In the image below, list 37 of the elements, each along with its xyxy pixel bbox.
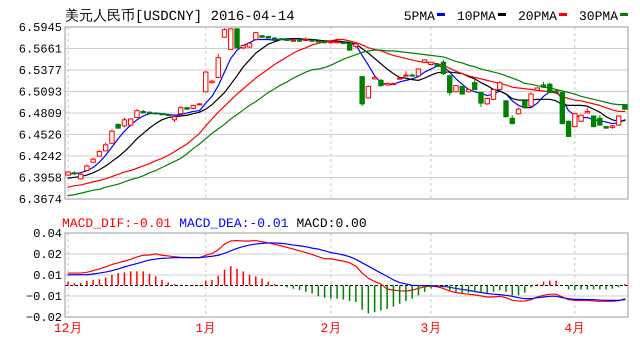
- y-tick-label: 6.3958: [18, 171, 62, 186]
- candlestick: [134, 108, 140, 119]
- x-tick-label: 3月: [420, 321, 442, 336]
- y-tick-label: 0.02: [33, 248, 62, 262]
- legend-label: 20PMA: [518, 9, 558, 24]
- legend-label: 10PMA: [456, 9, 496, 24]
- candlestick: [234, 28, 240, 50]
- y-tick-label: 6.5377: [18, 64, 62, 78]
- legend-label: 5PMA: [404, 9, 436, 24]
- candlestick: [503, 100, 509, 118]
- y-tick-label: 6.3674: [18, 193, 62, 207]
- y-tick-label: 0.04: [33, 227, 62, 241]
- x-tick-label: 1月: [195, 321, 216, 336]
- y-tick-label: 0.01: [33, 269, 62, 283]
- y-tick-label: 6.5945: [18, 21, 62, 35]
- candlestick: [616, 114, 622, 126]
- series-label: MACD_DIF:-0.01: [62, 216, 172, 231]
- legend-label: 30PMA: [578, 9, 618, 24]
- series-label: MACD_DEA:-0.01: [179, 216, 289, 231]
- y-tick-label: 6.4809: [18, 107, 62, 122]
- candlestick: [460, 85, 465, 96]
- y-tick-label: 6.5661: [18, 42, 62, 57]
- candlestick: [109, 129, 115, 145]
- candlestick: [478, 91, 484, 108]
- chart-title: 美元人民币[USDCNY] 2016-04-14: [65, 8, 295, 25]
- y-tick-label: 6.5093: [18, 86, 62, 100]
- y-tick-label: 6.4242: [18, 150, 62, 164]
- x-tick-label: 2月: [320, 321, 342, 336]
- y-tick-label: −0.01: [26, 290, 62, 304]
- candlestick: [216, 53, 221, 79]
- candlestick: [510, 114, 515, 125]
- candlestick: [528, 92, 534, 108]
- candlestick: [366, 85, 372, 100]
- y-tick-label: 6.4526: [18, 128, 62, 142]
- text: MACD:0.00: [296, 216, 367, 231]
- x-tick-label: 4月: [564, 321, 586, 336]
- candlestick: [447, 74, 452, 96]
